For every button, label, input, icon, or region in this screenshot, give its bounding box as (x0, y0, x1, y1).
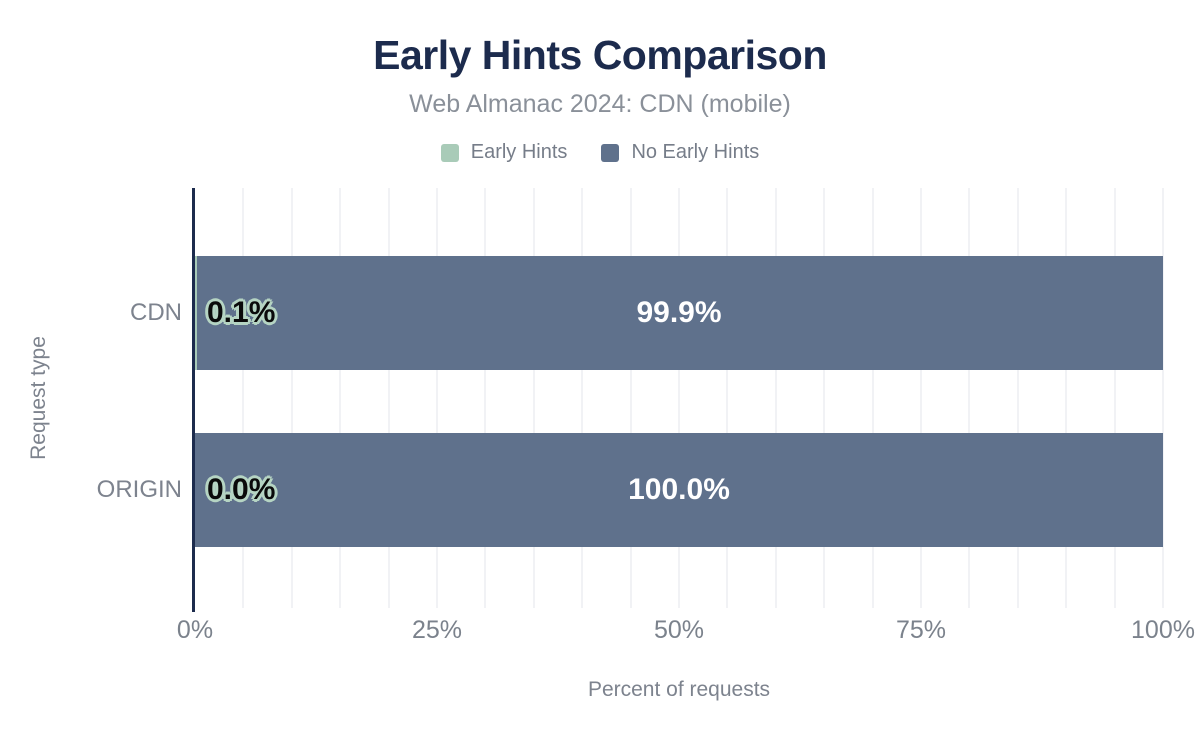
y-axis-title: Request type (27, 336, 50, 460)
gridline (920, 188, 922, 608)
gridline (532, 188, 535, 608)
x-tick-label: 0% (176, 616, 214, 644)
data-label-early-hints: 0.1% (207, 296, 276, 329)
gridline (1016, 188, 1019, 608)
gridline (339, 188, 342, 608)
gridline (726, 188, 729, 608)
legend-item-label: No Early Hints (631, 141, 760, 163)
gridline (1113, 188, 1116, 608)
x-axis-title: Percent of requests (587, 678, 771, 701)
bar-segment-no-early-hints[interactable] (195, 433, 1163, 547)
legend-swatch-icon (440, 143, 459, 162)
x-tick-label: 25% (411, 616, 463, 644)
plot-area: 0.1% 99.9% 0.0% 100.0% (195, 188, 1164, 608)
x-tick-label: 50% (653, 616, 705, 644)
gridline (968, 188, 971, 608)
category-label-origin: ORIGIN (96, 476, 182, 503)
gridline (823, 188, 826, 608)
chart-subtitle: Web Almanac 2024: CDN (mobile) (409, 90, 791, 118)
gridline (629, 188, 632, 608)
gridline (581, 188, 584, 608)
y-axis-line (192, 188, 195, 612)
gridline (242, 188, 245, 608)
x-tick-label: 100% (1131, 616, 1195, 644)
x-tick-label: 75% (895, 616, 947, 644)
legend-swatch-icon (601, 143, 620, 162)
bar-segment-no-early-hints[interactable] (197, 256, 1163, 370)
gridline (871, 188, 874, 608)
gridline (1065, 188, 1068, 608)
gridline (678, 188, 680, 608)
x-axis-ticks: 0% 25% 50% 75% 100% (177, 608, 1195, 652)
gridline (387, 188, 390, 608)
data-label-early-hints: 0.0% (207, 473, 276, 506)
legend-item-label: Early Hints (470, 141, 568, 163)
category-axis: CDN ORIGIN (0, 188, 182, 608)
legend: Early Hints No Early Hints (0, 141, 1200, 164)
gridline (1162, 188, 1164, 608)
gridline (484, 188, 487, 608)
chart-title: Early Hints Comparison (373, 32, 827, 78)
category-label-cdn: CDN (130, 299, 182, 326)
gridline (774, 188, 777, 608)
gridline (436, 188, 438, 608)
bar-segment-early-hints[interactable] (195, 256, 197, 370)
bar-row-origin: 0.0% 100.0% (195, 433, 1163, 547)
data-label-no-early-hints: 99.9% (636, 296, 722, 329)
data-label-no-early-hints: 100.0% (628, 473, 730, 506)
legend-item-1[interactable]: No Early Hints (601, 141, 759, 164)
bar-row-cdn: 0.1% 99.9% (195, 256, 1163, 370)
legend-item-0[interactable]: Early Hints (440, 141, 568, 164)
gridline (290, 188, 293, 608)
